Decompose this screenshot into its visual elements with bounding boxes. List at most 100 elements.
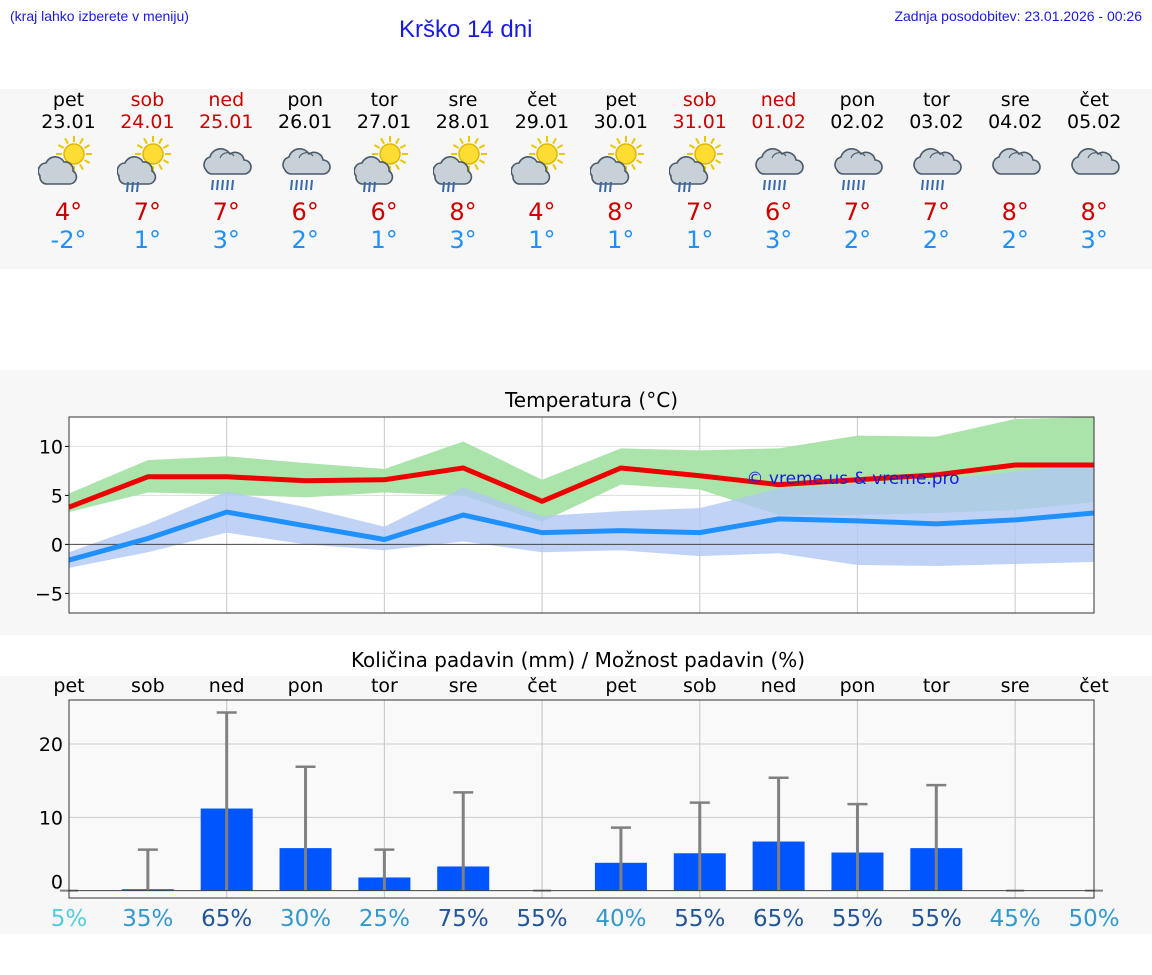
y-tick-label: 0 bbox=[51, 872, 63, 894]
precip-probability: 5% bbox=[51, 906, 88, 932]
temp-min: 2° bbox=[922, 226, 951, 254]
cloud-rain-icon bbox=[913, 148, 962, 191]
x-category-label: čet bbox=[527, 675, 557, 697]
x-category-label: tor bbox=[371, 675, 398, 697]
x-category-label: pon bbox=[288, 675, 324, 697]
day-name: tor bbox=[370, 89, 398, 111]
temp-min: 3° bbox=[212, 226, 240, 254]
x-category-label: tor bbox=[923, 675, 950, 697]
precip-probability: 65% bbox=[201, 906, 252, 932]
day-name: pon bbox=[287, 89, 324, 111]
temp-max: 7° bbox=[212, 198, 240, 226]
temp-min: 1° bbox=[607, 226, 635, 254]
temp-min: 1° bbox=[686, 226, 714, 254]
day-date: 31.01 bbox=[672, 111, 727, 133]
cloud-icon bbox=[1070, 148, 1120, 175]
chart-title: Temperatura (°C) bbox=[504, 388, 678, 412]
day-date: 28.01 bbox=[435, 111, 491, 133]
x-category-label: pon bbox=[840, 675, 876, 697]
x-category-label: sob bbox=[131, 675, 165, 697]
page-title: Krško 14 dni bbox=[399, 16, 533, 43]
precip-probability: 55% bbox=[674, 906, 725, 932]
precip-probability: 30% bbox=[280, 906, 331, 932]
temp-max: 4° bbox=[54, 198, 83, 226]
day-name: čet bbox=[527, 89, 557, 111]
cloud-rain-icon bbox=[834, 148, 883, 191]
header-hint: (kraj lahko izberete v meniju) bbox=[10, 8, 189, 24]
day-date: 29.01 bbox=[514, 111, 570, 133]
temp-max: 8° bbox=[449, 198, 477, 226]
precip-probability: 65% bbox=[753, 906, 804, 932]
forecast-band bbox=[0, 89, 1152, 269]
temp-max: 8° bbox=[1080, 198, 1108, 226]
line-max bbox=[68, 462, 1094, 510]
temp-min: 2° bbox=[1001, 226, 1029, 254]
sun-cloud-icon bbox=[38, 136, 92, 185]
sun-cloud-rain-icon bbox=[353, 136, 408, 193]
temp-max: 8° bbox=[607, 198, 635, 226]
y-tick-label: 5 bbox=[51, 485, 63, 507]
sun-cloud-icon bbox=[511, 136, 566, 185]
temp-max: 7° bbox=[922, 198, 951, 226]
last-update: Zadnja posodobitev: 23.01.2026 - 00:26 bbox=[894, 8, 1142, 24]
y-tick-label: 10 bbox=[39, 436, 63, 458]
x-category-label: ned bbox=[209, 675, 245, 697]
cloud-icon bbox=[992, 148, 1041, 175]
y-tick-label: −5 bbox=[35, 583, 63, 605]
temp-min: 3° bbox=[1080, 226, 1108, 254]
temp-min: 1° bbox=[133, 226, 162, 254]
cloud-rain-icon bbox=[281, 148, 331, 191]
chart-title: Količina padavin (mm) / Možnost padavin … bbox=[351, 648, 805, 672]
day-name: sob bbox=[682, 89, 717, 111]
day-date: 04.02 bbox=[988, 111, 1043, 133]
temp-max: 6° bbox=[291, 198, 319, 226]
day-name: tor bbox=[922, 89, 950, 111]
day-name: sob bbox=[130, 89, 165, 111]
y-tick-label: 10 bbox=[39, 807, 63, 829]
precip-probability: 45% bbox=[990, 906, 1041, 932]
x-category-label: sob bbox=[683, 675, 717, 697]
precip-probability: 55% bbox=[832, 906, 883, 932]
temp-min: -2° bbox=[50, 226, 87, 254]
x-category-label: pet bbox=[53, 675, 84, 697]
sun-cloud-rain-icon bbox=[590, 136, 645, 193]
watermark: © vreme.us & vreme.pro bbox=[746, 469, 959, 489]
day-name: pet bbox=[52, 89, 85, 111]
precip-probability: 50% bbox=[1068, 906, 1119, 932]
temp-min: 2° bbox=[291, 226, 319, 254]
x-category-label: ned bbox=[761, 675, 797, 697]
day-date: 05.02 bbox=[1066, 111, 1122, 133]
y-tick-label: 20 bbox=[39, 734, 63, 756]
precip-probability: 55% bbox=[517, 906, 568, 932]
temp-min: 1° bbox=[370, 226, 398, 254]
precip-probability: 25% bbox=[359, 906, 410, 932]
day-name: pet bbox=[605, 89, 637, 111]
temp-max: 7° bbox=[133, 198, 162, 226]
temp-max: 7° bbox=[843, 198, 872, 226]
plot-frame bbox=[68, 416, 1095, 614]
day-name: pon bbox=[839, 89, 876, 111]
temp-min: 1° bbox=[528, 226, 556, 254]
cloud-rain-icon bbox=[203, 148, 252, 191]
x-category-label: sre bbox=[1001, 675, 1030, 697]
y-tick-label: 0 bbox=[51, 534, 63, 556]
day-date: 01.02 bbox=[751, 111, 806, 133]
day-name: čet bbox=[1079, 89, 1109, 111]
day-name: ned bbox=[760, 89, 797, 111]
temp-min: 3° bbox=[449, 226, 477, 254]
day-date: 23.01 bbox=[41, 111, 96, 133]
band-min bbox=[69, 462, 1094, 568]
temp-min: 3° bbox=[764, 226, 793, 254]
day-date: 24.01 bbox=[120, 111, 175, 133]
x-category-label: pet bbox=[605, 675, 636, 697]
day-date: 02.02 bbox=[830, 111, 885, 133]
temp-max: 7° bbox=[686, 198, 714, 226]
temp-max: 4° bbox=[528, 198, 556, 226]
temperature-chart: Temperatura (°C) 10 5 0 −5 © vreme.us & vreme… bbox=[35, 388, 1095, 614]
sun-cloud-rain-icon bbox=[432, 136, 487, 193]
precip-probability: 40% bbox=[595, 906, 646, 932]
temp-max: 6° bbox=[370, 198, 398, 226]
line-min bbox=[68, 509, 1095, 563]
precipitation-chart: Količina padavin (mm) / Možnost padavin … bbox=[39, 648, 1120, 932]
temp-min: 2° bbox=[843, 226, 872, 254]
